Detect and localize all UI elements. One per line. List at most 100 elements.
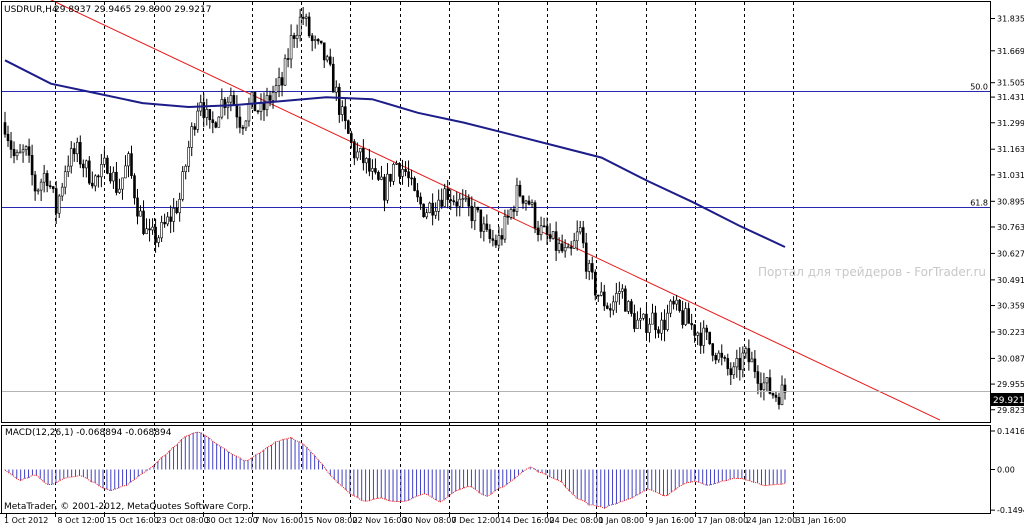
candle-body (15, 152, 19, 157)
candle-body (27, 146, 31, 156)
candle-body (633, 313, 636, 329)
fibonacci-levels[interactable]: 50.0 61.8 (2, 83, 990, 208)
candle-body (663, 319, 666, 330)
candle-body (437, 199, 440, 212)
candle-body (380, 176, 383, 180)
candle-body (365, 158, 368, 164)
candle-body (356, 151, 359, 159)
candle-body (723, 357, 727, 359)
candle-body (696, 332, 699, 336)
candle-body (434, 211, 437, 216)
macd-scale: 0.14166 0.00 -0.14945 (991, 427, 1024, 515)
candle-body (678, 299, 681, 311)
candle-body (145, 228, 148, 234)
candle-body (334, 86, 338, 93)
candle-body (39, 181, 43, 191)
candle-body (247, 103, 251, 122)
candle-body (45, 173, 49, 186)
candle-body (735, 358, 739, 368)
candle-body (151, 226, 154, 231)
candle-body (774, 394, 778, 398)
candle-body (337, 86, 341, 115)
candle-body (461, 198, 465, 201)
candle-body (6, 133, 10, 142)
candle-body (554, 231, 558, 251)
candle-body (584, 242, 588, 272)
candle-body (500, 235, 504, 240)
candle-body (756, 371, 760, 384)
candle-body (596, 294, 600, 297)
moving-average-line[interactable] (4, 59, 786, 248)
time-tick-label: 30 Nov 08:00 (403, 516, 457, 525)
candle-body (69, 148, 73, 167)
candle-body (542, 225, 546, 228)
time-tick-label: 15 Oct 16:00 (107, 516, 159, 525)
time-tick-label: 8 Oct 12:00 (58, 516, 105, 525)
candle-body (753, 358, 757, 372)
candle-body (42, 173, 46, 183)
candle-body (422, 203, 425, 218)
candle-body (350, 133, 353, 142)
time-tick-label: 7 Nov 16:00 (255, 516, 304, 525)
candle-body (720, 352, 724, 358)
candle-body (599, 291, 603, 296)
candle-body (181, 171, 184, 200)
price-scale[interactable]: 31.8350 31.6690 31.5050 31.4310 31.2990 31.16… (991, 15, 1024, 415)
candle-body (347, 120, 350, 134)
candle-body (539, 225, 543, 236)
candle-body (708, 331, 712, 344)
current-price-label: 29.9217 (993, 396, 1024, 406)
time-tick-label: 14 Dec 16:00 (501, 516, 555, 525)
candle-body (30, 155, 34, 176)
candle-body (383, 176, 386, 201)
candle-body (765, 377, 769, 384)
candle-body (401, 169, 404, 177)
candle-body (747, 348, 751, 363)
candle-body (313, 39, 317, 41)
candle-body (407, 171, 410, 179)
candle-body (359, 148, 362, 153)
candle-body (524, 200, 528, 204)
candle-body (389, 173, 392, 182)
candle-body (515, 184, 519, 212)
candle-body (621, 288, 624, 292)
candle-body (606, 305, 609, 309)
candle-body (100, 164, 103, 178)
candle-body (18, 151, 22, 154)
candle-body (368, 158, 371, 172)
candle-body (3, 122, 7, 135)
candle-body (627, 301, 630, 312)
candle-body (572, 240, 576, 249)
candle-body (783, 384, 787, 393)
symbol-header: USDRUR,H4 (4, 5, 58, 15)
candle-body (106, 157, 109, 174)
candle-body (431, 202, 434, 216)
trendline[interactable] (2, 0, 941, 421)
candle-body (551, 231, 555, 239)
price-tick-label: 31.1630 (997, 145, 1024, 154)
candle-body (729, 368, 733, 376)
price-tick-label: 29.9550 (997, 380, 1024, 389)
candle-body (452, 200, 456, 203)
candle-body (163, 221, 166, 225)
candle-body (425, 212, 428, 218)
candle-body (127, 153, 130, 167)
candle-body (118, 188, 121, 193)
candle-body (48, 185, 52, 187)
candle-body (657, 329, 660, 334)
candle-body (768, 377, 772, 394)
candle-body (609, 308, 612, 311)
candle-body (268, 95, 272, 101)
candle-body (615, 293, 618, 303)
candle-body (344, 106, 347, 121)
candle-body (699, 332, 702, 346)
candle-body (9, 140, 13, 150)
candle-body (298, 16, 302, 36)
candle-body (744, 348, 748, 354)
candle-body (651, 312, 654, 325)
candle-body (271, 92, 275, 101)
candle-body (563, 246, 567, 252)
